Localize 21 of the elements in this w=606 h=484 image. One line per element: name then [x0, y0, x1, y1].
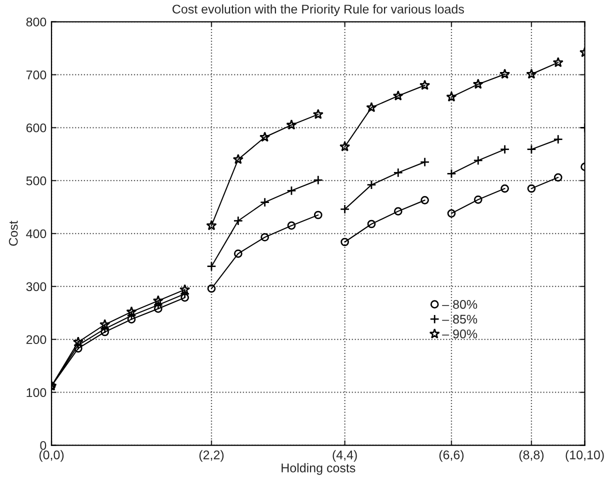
y-tick-label: 200	[26, 335, 46, 344]
y-tick-label: 400	[26, 229, 46, 238]
y-axis-title: Cost	[8, 220, 18, 246]
x-axis-title: Holding costs	[282, 463, 356, 475]
y-tick-label: 500	[26, 176, 46, 186]
legend-label: – 90%	[442, 330, 478, 338]
y-tick-label: 700	[26, 70, 46, 80]
y-tick-label: 300	[26, 282, 46, 292]
y-tick-label: 600	[26, 123, 46, 132]
legend-label: – 80%	[442, 300, 478, 309]
legend-label: – 85%	[442, 314, 478, 324]
x-tick-label: (2,2)	[199, 450, 224, 462]
x-tick-label: (6,6)	[439, 450, 464, 462]
x-tick-label: (8,8)	[519, 450, 544, 462]
x-tick-label: (4,4)	[332, 450, 357, 462]
y-tick-label: 800	[26, 18, 46, 26]
y-tick-label: 0	[40, 441, 46, 450]
chart-title: Cost evolution with the Priority Rule for various loads	[172, 4, 464, 16]
x-tick-label: (0,0)	[39, 450, 64, 462]
y-tick-label: 100	[26, 388, 46, 397]
x-tick-label: (10,10)	[566, 450, 604, 462]
